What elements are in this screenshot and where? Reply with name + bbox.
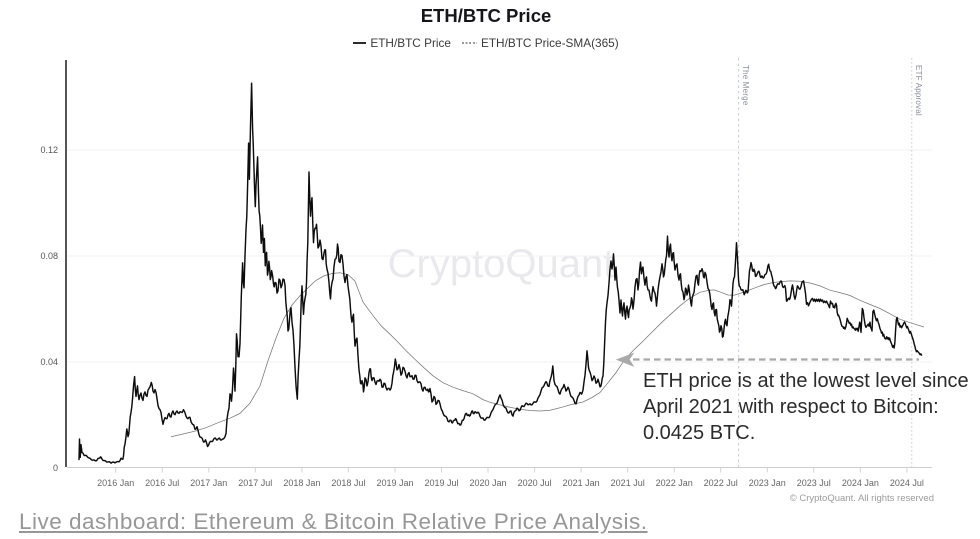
svg-text:0: 0 bbox=[53, 463, 58, 473]
svg-text:2022 Jan: 2022 Jan bbox=[656, 478, 693, 488]
svg-text:2019 Jan: 2019 Jan bbox=[376, 478, 413, 488]
svg-text:2021 Jan: 2021 Jan bbox=[563, 478, 600, 488]
svg-text:2024 Jan: 2024 Jan bbox=[842, 478, 879, 488]
svg-text:2017 Jul: 2017 Jul bbox=[238, 478, 272, 488]
svg-text:2022 Jul: 2022 Jul bbox=[704, 478, 738, 488]
svg-text:CryptoQuant: CryptoQuant bbox=[388, 242, 615, 286]
svg-text:2019 Jul: 2019 Jul bbox=[424, 478, 458, 488]
svg-text:2023 Jul: 2023 Jul bbox=[797, 478, 831, 488]
svg-text:2021 Jul: 2021 Jul bbox=[611, 478, 645, 488]
svg-text:2017 Jan: 2017 Jan bbox=[190, 478, 227, 488]
svg-text:2020 Jan: 2020 Jan bbox=[469, 478, 506, 488]
svg-text:0.04: 0.04 bbox=[40, 357, 58, 367]
svg-text:2024 Jul: 2024 Jul bbox=[890, 478, 924, 488]
svg-text:2018 Jan: 2018 Jan bbox=[283, 478, 320, 488]
svg-text:2016 Jan: 2016 Jan bbox=[97, 478, 134, 488]
svg-text:2020 Jul: 2020 Jul bbox=[518, 478, 552, 488]
svg-text:0.08: 0.08 bbox=[40, 251, 58, 261]
svg-text:2023 Jan: 2023 Jan bbox=[749, 478, 786, 488]
svg-text:2016 Jul: 2016 Jul bbox=[145, 478, 179, 488]
svg-text:2018 Jul: 2018 Jul bbox=[331, 478, 365, 488]
svg-text:0.12: 0.12 bbox=[40, 145, 58, 155]
